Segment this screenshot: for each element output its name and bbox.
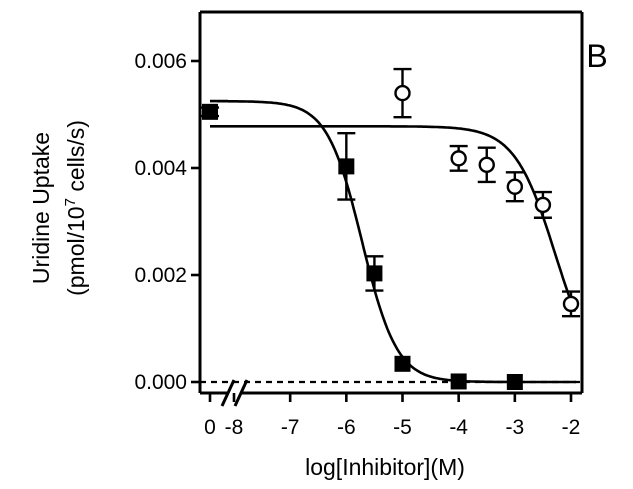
y-axis-title-suffix: cells/s) bbox=[63, 120, 89, 198]
data-point-series-1-1 bbox=[338, 158, 355, 175]
data-point-series-2-2 bbox=[450, 150, 467, 167]
y-tick-label-4: 0.006 bbox=[134, 50, 187, 73]
y-axis-title-superscript: 7 bbox=[62, 198, 79, 206]
data-point-series-2-1 bbox=[394, 84, 411, 102]
data-point-series-2-5 bbox=[534, 196, 552, 214]
x-axis-title: log[Inhibitor](M) bbox=[305, 454, 465, 480]
y-tick-label-1: 0.000 bbox=[134, 371, 187, 394]
x-tick-label-3: -7 bbox=[281, 416, 300, 439]
x-tick-label-8: -2 bbox=[562, 416, 581, 439]
data-point-series-1-control bbox=[202, 103, 218, 120]
y-axis-title-line2: (pmol/107 cells/s) bbox=[62, 120, 89, 296]
data-point-series-1-3 bbox=[394, 355, 411, 372]
fit-curve-series-1 bbox=[210, 99, 577, 384]
x-tick-label-7: -3 bbox=[505, 416, 524, 439]
data-point-series-2-6 bbox=[562, 295, 580, 313]
y-tick-label-3: 0.004 bbox=[134, 157, 187, 180]
x-tick-label-5: -5 bbox=[393, 416, 412, 439]
data-point-series-1-5 bbox=[506, 374, 523, 390]
data-point-series-2-4 bbox=[506, 178, 524, 195]
data-point-series-1-4 bbox=[450, 373, 467, 390]
x-axis-break-mark-right bbox=[233, 379, 249, 407]
y-axis-title-prefix: (pmol/10 bbox=[63, 206, 89, 295]
y-tick-label-2: 0.002 bbox=[134, 264, 187, 287]
data-point-series-2-3 bbox=[478, 156, 495, 173]
x-tick-label-1: 0 bbox=[204, 416, 216, 439]
y-axis-title-line1: Uridine Uptake bbox=[28, 132, 54, 284]
x-tick-label-2: -8 bbox=[225, 416, 244, 439]
panel-label: B bbox=[586, 38, 607, 74]
data-point-series-1-2 bbox=[366, 265, 383, 282]
x-tick-label-6: -4 bbox=[449, 416, 468, 439]
plot-marks bbox=[200, 67, 582, 390]
fit-curve-series-2 bbox=[210, 125, 577, 313]
x-axis-break-mark-left bbox=[220, 379, 236, 407]
x-tick-label-4: -6 bbox=[337, 416, 356, 439]
tick-group: 0 -8 -7 -6 -5 -4 -3 -2 0.000 0.002 0.004 0.006 bbox=[134, 50, 580, 439]
